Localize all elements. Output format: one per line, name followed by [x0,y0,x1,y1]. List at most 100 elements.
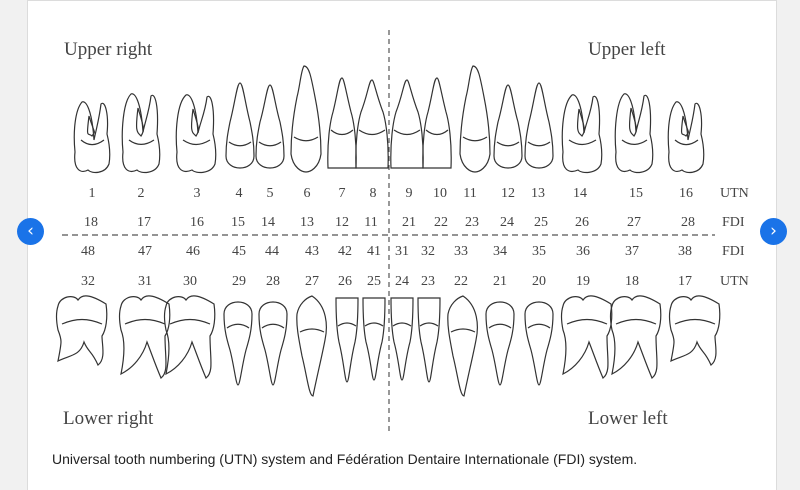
lower-utn-number-21: 21 [493,274,507,289]
lower-tooth-22 [447,295,478,397]
lower-utn-number-30: 30 [183,274,197,289]
upper-utn-number-15: 15 [629,186,643,201]
lower-tooth-17 [668,295,721,366]
upper-utn-number-14: 14 [573,186,587,201]
upper-fdi-number-25: 25 [534,215,548,230]
upper-utn-number-8: 8 [370,186,377,201]
upper-fdi-number-12: 12 [335,215,349,230]
lower-tooth-19 [560,295,613,379]
lower-tooth-31 [118,295,171,379]
lower-fdi-number-44: 44 [265,244,279,259]
upper-utn-number-5: 5 [267,186,274,201]
chevron-right-icon: › [770,221,777,241]
lower-right-label: Lower right [63,408,154,429]
upper-fdi-number-14: 14 [261,215,275,230]
lower-left-label: Lower left [588,408,668,429]
upper-utn-number-9: 9 [406,186,413,201]
upper-tooth-14 [561,94,603,174]
upper-tooth-7 [327,77,357,169]
lower-utn-number-23: 23 [421,274,435,289]
next-slide-button[interactable]: › [760,218,787,245]
lower-utn-number-27: 27 [305,274,319,289]
lower-utn-number-25: 25 [367,274,381,289]
lower-fdi-row-label: FDI [722,244,745,259]
upper-right-label: Upper right [64,39,153,60]
upper-left-label: Upper left [588,39,666,60]
upper-tooth-10 [422,77,452,169]
upper-fdi-number-28: 28 [681,215,695,230]
upper-tooth-2 [121,93,161,174]
upper-fdi-number-24: 24 [500,215,514,230]
upper-fdi-number-11: 11 [364,215,377,230]
lower-fdi-number-34: 34 [493,244,507,259]
lower-utn-number-22: 22 [454,274,468,289]
lower-tooth-29 [223,301,253,386]
lower-utn-row-label: UTN [720,274,749,289]
upper-utn-number-11: 11 [463,186,476,201]
lower-utn-number-19: 19 [576,274,590,289]
lower-fdi-number-31: 31 [395,244,409,259]
upper-tooth-13 [524,82,554,169]
upper-fdi-number-27: 27 [627,215,641,230]
previous-slide-button[interactable]: ‹ [17,218,44,245]
upper-utn-number-10: 10 [433,186,447,201]
lower-utn-number-29: 29 [232,274,246,289]
lower-tooth-20 [524,301,554,386]
upper-fdi-number-15: 15 [231,215,245,230]
upper-tooth-9 [390,79,424,169]
tooth-chart: Upper right Upper left Lower right Lower… [55,30,749,435]
upper-tooth-3 [175,94,217,174]
lower-utn-number-18: 18 [625,274,639,289]
lower-teeth-row [55,295,721,397]
lower-fdi-number-46: 46 [186,244,200,259]
lower-fdi-number-37: 37 [625,244,639,259]
lower-tooth-23 [417,297,441,383]
lower-fdi-number-41: 41 [367,244,381,259]
chevron-left-icon: ‹ [27,221,34,241]
lower-fdi-number-43: 43 [305,244,319,259]
upper-fdi-number-21: 21 [402,215,416,230]
lower-fdi-number-47: 47 [138,244,152,259]
upper-tooth-12 [493,84,523,169]
upper-teeth-row [73,65,705,174]
upper-utn-row-label: UTN [720,186,749,201]
lower-utn-number-26: 26 [338,274,352,289]
lower-utn-number-20: 20 [532,274,546,289]
upper-fdi-number-16: 16 [190,215,204,230]
upper-fdi-number-17: 17 [137,215,151,230]
upper-fdi-number-22: 22 [434,215,448,230]
lower-fdi-number-32: 32 [421,244,435,259]
lower-utn-number-17: 17 [678,274,692,289]
lower-tooth-32 [55,295,108,366]
upper-utn-number-6: 6 [304,186,311,201]
upper-fdi-number-18: 18 [84,215,98,230]
upper-utn-number-1: 1 [89,186,96,201]
upper-tooth-8 [355,79,389,169]
upper-utn-number-2: 2 [138,186,145,201]
upper-utn-number-16: 16 [679,186,693,201]
upper-tooth-4 [225,82,255,169]
upper-utn-number-3: 3 [194,186,201,201]
lower-tooth-26 [335,297,359,383]
upper-utn-number-13: 13 [531,186,545,201]
upper-tooth-16 [667,101,705,174]
upper-utn-number-12: 12 [501,186,515,201]
lower-fdi-number-35: 35 [532,244,546,259]
lower-utn-number-28: 28 [266,274,280,289]
lower-utn-number-24: 24 [395,274,409,289]
lower-utn-number-32: 32 [81,274,95,289]
upper-tooth-15 [614,93,654,174]
figure-card [27,0,777,490]
lower-fdi-number-33: 33 [454,244,468,259]
lower-tooth-28 [258,301,288,386]
figure-caption: Universal tooth numbering (UTN) system a… [52,451,638,467]
lower-fdi-number-36: 36 [576,244,590,259]
upper-fdi-row-label: FDI [722,215,745,230]
lower-fdi-number-42: 42 [338,244,352,259]
upper-utn-number-4: 4 [236,186,243,201]
upper-tooth-5 [255,84,285,169]
lower-tooth-27 [296,295,327,397]
upper-tooth-11 [459,65,491,173]
upper-tooth-1 [73,101,111,174]
lower-fdi-number-45: 45 [232,244,246,259]
